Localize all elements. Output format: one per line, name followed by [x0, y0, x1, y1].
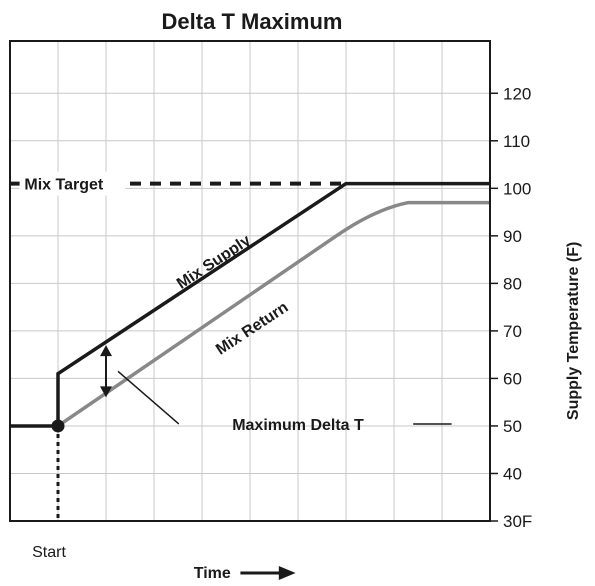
arrow-down-icon: [100, 386, 112, 398]
y-tick-label: 90: [503, 227, 522, 246]
y-tick-label: 100: [503, 179, 531, 198]
time-arrow-icon: [240, 566, 296, 580]
y-tick-label: 120: [503, 84, 531, 103]
y-tick-label: 50: [503, 417, 522, 436]
grid-lines: [10, 41, 490, 521]
plot-frame: [9, 40, 491, 522]
series-label-mix-target: Mix Target: [24, 177, 104, 194]
series-label-mix-return: Mix Return: [213, 299, 291, 359]
y-tick-label: 40: [503, 464, 522, 483]
series-label-background: [19, 171, 126, 196]
y-axis-label: Supply Temperature (F): [565, 242, 582, 420]
y-tick-label: 70: [503, 322, 522, 341]
delta-t-leader-line: [117, 370, 180, 425]
series-mix-supply: [10, 181, 490, 428]
start-point: [51, 419, 65, 433]
series-mix-return: [57, 200, 490, 428]
y-axis-ticks: 30F 40 50 60 70 80 90 100 110 120: [490, 84, 532, 531]
y-tick-label: 30F: [503, 512, 532, 531]
annotation-maximum-delta-t: Maximum Delta T: [232, 417, 364, 434]
chart-title: Delta T Maximum: [162, 9, 343, 34]
y-tick-label: 110: [503, 132, 530, 151]
x-start-label: Start: [32, 544, 66, 561]
y-tick-label: 80: [503, 274, 522, 293]
arrow-up-icon: [100, 345, 112, 357]
x-axis-label: Time: [194, 565, 231, 582]
y-tick-label: 60: [503, 369, 522, 388]
